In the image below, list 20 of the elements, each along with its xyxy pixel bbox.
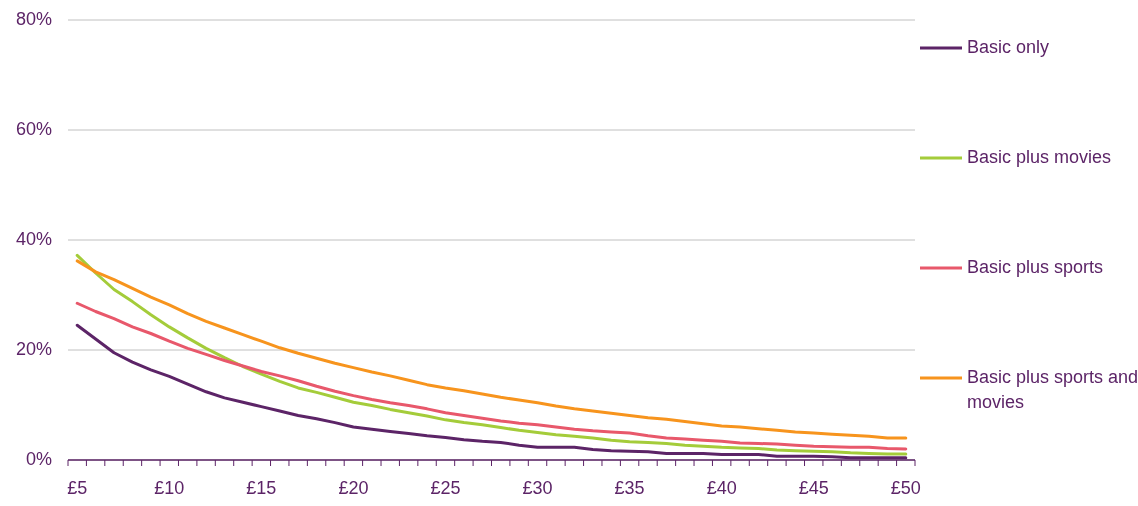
x-tick-label: £45: [798, 478, 829, 498]
legend-label: Basic plus sports: [967, 256, 1104, 277]
x-tick-label: £30: [522, 478, 553, 498]
y-tick-label: 0%: [25, 448, 52, 469]
x-tick-label: £5: [67, 478, 88, 498]
y-tick-label: 80%: [15, 8, 52, 29]
legend-label: Basic only: [967, 36, 1050, 57]
y-tick-label: 40%: [15, 228, 52, 249]
x-tick-label: £10: [154, 478, 185, 498]
y-tick-label: 20%: [15, 338, 52, 359]
x-tick-label: £50: [890, 478, 921, 498]
x-tick-label: £25: [430, 478, 461, 498]
x-tick-label: £35: [614, 478, 645, 498]
line-series: [75, 301, 908, 451]
x-tick-label: £40: [706, 478, 737, 498]
x-tick-label: £20: [338, 478, 369, 498]
y-tick-label: 60%: [15, 118, 52, 139]
legend-label: Basic plus sports and movies: [967, 366, 1138, 412]
x-tick-label: £15: [246, 478, 277, 498]
legend-label: Basic plus movies: [967, 146, 1112, 167]
